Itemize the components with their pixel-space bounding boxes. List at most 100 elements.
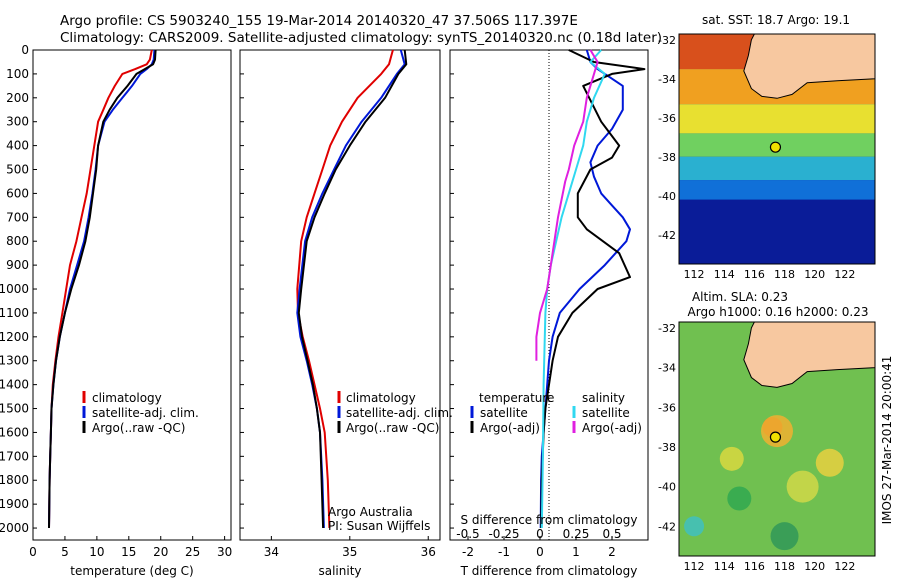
y-tick-label: 1800 <box>0 473 29 487</box>
map-lat-label: -40 <box>658 481 676 494</box>
sst-map-title: sat. SST: 18.7 Argo: 19.1 <box>702 13 850 27</box>
y-tick-label: 100 <box>6 67 29 81</box>
sst-band-6 <box>679 199 875 264</box>
x-tick-label-temperature: 10 <box>89 545 104 559</box>
figure-title-line2: Climatology: CARS2009. Satellite-adjuste… <box>60 30 662 46</box>
x-tick-label-difference: 1 <box>572 545 580 559</box>
s-difference-axis-label: S difference from climatology <box>461 513 638 527</box>
map-lat-label: -34 <box>658 73 676 86</box>
x-tick-label-salinity: 34 <box>264 545 279 559</box>
s-tick-label: -0.25 <box>488 527 519 541</box>
difference-legend: temperature salinity satellite Argo(-adj… <box>470 391 642 435</box>
plot-layers: 0 5 10 15 20 25 300100200300400500600700800900… <box>0 34 855 573</box>
map-lon-label: 116 <box>744 268 765 281</box>
y-tick-label: 600 <box>6 186 29 200</box>
map-lon-label: 118 <box>774 560 795 573</box>
map-lat-label: -36 <box>658 401 676 414</box>
temperature-axis-label: temperature (deg C) <box>70 564 193 578</box>
y-tick-label: 1300 <box>0 354 29 368</box>
legend-title-salinity: salinity <box>582 391 625 405</box>
sst-band-2 <box>679 104 875 134</box>
y-tick-label: 900 <box>6 258 29 272</box>
series-line-salinity-0 <box>296 49 394 529</box>
x-tick-label-temperature: 0 <box>29 545 37 559</box>
x-tick-label-difference: -1 <box>498 545 510 559</box>
legend-label-satellite: satellite-adj. clim. <box>346 406 453 420</box>
y-tick-label: 500 <box>6 163 29 177</box>
sla-blob-3 <box>719 446 744 471</box>
argo-australia-credit: Argo Australia <box>328 505 413 519</box>
map-lon-label: 120 <box>804 268 825 281</box>
y-tick-label: 800 <box>6 234 29 248</box>
series-line-difference-2 <box>540 49 606 529</box>
sst-map-layer <box>679 33 876 264</box>
map-lon-label: 122 <box>834 560 855 573</box>
sla-blob-5 <box>727 486 752 511</box>
s-tick-label: 0.25 <box>563 527 590 541</box>
map-lon-label: 112 <box>684 560 705 573</box>
x-tick-label-salinity: 35 <box>342 545 357 559</box>
figure-title-line1: Argo profile: CS 5903240_155 19-Mar-2014… <box>60 13 578 29</box>
y-tick-label: 1200 <box>0 330 29 344</box>
legend-label-argo: Argo(..raw -QC) <box>92 421 185 435</box>
legend-label-s-argo: Argo(-adj) <box>582 421 642 435</box>
sla-blob-7 <box>770 522 799 551</box>
x-tick-label-difference: -2 <box>462 545 474 559</box>
y-tick-label: 1000 <box>0 282 29 296</box>
sst-band-5 <box>679 180 875 200</box>
x-tick-label-difference: 0 <box>536 545 544 559</box>
sla-blob-6 <box>684 516 705 537</box>
temperature-panel <box>32 49 232 541</box>
y-tick-label: 1600 <box>0 425 29 439</box>
sst-map-frame <box>678 33 876 265</box>
map-lat-label: -34 <box>658 362 676 375</box>
argo-position-marker <box>769 431 782 443</box>
series-line-temperature-2 <box>48 49 157 529</box>
map-lat-label: -32 <box>658 322 676 335</box>
series-line-difference-3 <box>535 49 599 361</box>
temperature-legend: climatology satellite-adj. clim. Argo(..… <box>82 391 199 435</box>
map-lat-label: -38 <box>658 441 676 454</box>
legend-label-s-satellite: satellite <box>582 406 630 420</box>
y-tick-label: 1700 <box>0 449 29 463</box>
map-lon-label: 118 <box>774 268 795 281</box>
map-lon-label: 120 <box>804 560 825 573</box>
series-line-difference-1 <box>540 49 646 529</box>
y-tick-label: 300 <box>6 115 29 129</box>
s-tick-label: 0.5 <box>602 527 621 541</box>
sla-map-layer <box>684 321 876 551</box>
y-tick-label: 1500 <box>0 402 29 416</box>
map-lon-label: 114 <box>714 268 735 281</box>
y-tick-label: 1900 <box>0 497 29 511</box>
s-tick-label: -0.5 <box>456 527 479 541</box>
legend-label-t-satellite: satellite <box>480 406 528 420</box>
map-lon-label: 112 <box>684 268 705 281</box>
sla-blob-4 <box>786 470 819 503</box>
s-tick-label: 0 <box>536 527 544 541</box>
x-tick-label-temperature: 20 <box>153 545 168 559</box>
map-lat-label: -36 <box>658 112 676 125</box>
legend-label-satellite: satellite-adj. clim. <box>92 406 199 420</box>
map-lon-label: 122 <box>834 268 855 281</box>
t-difference-axis-label: T difference from climatology <box>460 564 638 578</box>
pi-credit: PI: Susan Wijffels <box>328 519 430 533</box>
x-tick-label-temperature: 25 <box>185 545 200 559</box>
map-lat-label: -42 <box>658 520 676 533</box>
legend-label-t-argo: Argo(-adj) <box>480 421 540 435</box>
map-lat-label: -40 <box>658 190 676 203</box>
map-lat-label: -32 <box>658 34 676 47</box>
series-line-salinity-2 <box>297 49 408 529</box>
y-tick-label: 400 <box>6 139 29 153</box>
x-tick-label-difference: 2 <box>608 545 616 559</box>
y-tick-label: 2000 <box>0 521 29 535</box>
legend-label-climatology: climatology <box>92 391 162 405</box>
x-tick-label-salinity: 36 <box>421 545 436 559</box>
legend-title-temperature: temperature <box>479 391 554 405</box>
sla-map-frame <box>678 321 876 557</box>
timestamp: IMOS 27-Mar-2014 20:00:41 <box>880 356 894 525</box>
map-lat-label: -42 <box>658 229 676 242</box>
difference-panel <box>449 49 649 541</box>
map-lon-label: 116 <box>744 560 765 573</box>
